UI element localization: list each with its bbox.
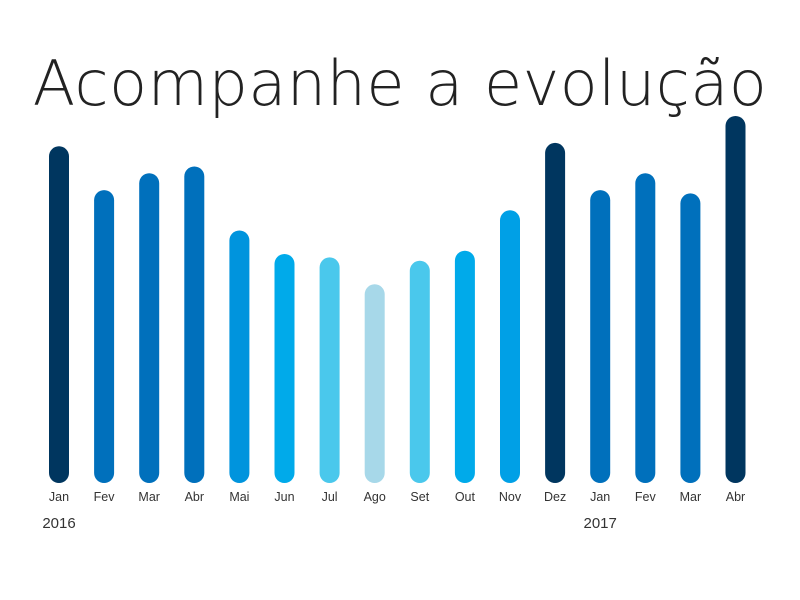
bar-13-jan (590, 190, 611, 483)
month-label-11: Nov (499, 490, 522, 504)
bar-12-dez (545, 142, 566, 483)
month-label-7: Jul (322, 490, 338, 504)
month-label-4: Abr (185, 490, 204, 504)
month-label-6: Jun (274, 490, 294, 504)
chart-title: Acompanhe a evolução (32, 47, 768, 120)
month-label-16: Abr (726, 490, 745, 504)
bar-1-jan (49, 146, 69, 484)
bar-6-jun (274, 254, 295, 483)
bar-10-out (454, 250, 475, 483)
bar-9-set (409, 260, 430, 483)
bar-2-fev (94, 190, 115, 483)
month-label-2: Fev (94, 490, 116, 504)
month-label-9: Set (410, 490, 429, 504)
year-label-2016: 2016 (42, 515, 75, 532)
month-label-13: Jan (590, 490, 610, 504)
bar-8-ago (364, 284, 385, 483)
year-label-2017: 2017 (584, 515, 617, 532)
month-label-8: Ago (364, 490, 386, 504)
bar-7-jul (319, 257, 340, 483)
month-labels-group: Jan Fev Mar Abr Mai Jun Jul Ago Set Out Nov Dez Jan F… (49, 490, 745, 504)
month-label-15: Mar (680, 490, 702, 504)
month-label-12: Dez (544, 490, 566, 504)
month-label-10: Out (455, 490, 476, 504)
bar-4-abr (184, 166, 205, 483)
month-label-3: Mar (138, 490, 160, 504)
bar-16-abr (725, 116, 746, 483)
month-label-14: Fev (635, 490, 657, 504)
year-labels-group: 2016 2017 (42, 515, 617, 532)
month-label-1: Jan (49, 490, 69, 504)
bar-14-fev (635, 173, 656, 483)
bar-5-mai (229, 230, 250, 483)
bar-15-mar (680, 193, 701, 483)
bar-3-mar (139, 173, 160, 483)
month-label-5: Mai (229, 490, 249, 504)
bars-group (49, 116, 746, 484)
bar-11-nov (500, 210, 520, 484)
